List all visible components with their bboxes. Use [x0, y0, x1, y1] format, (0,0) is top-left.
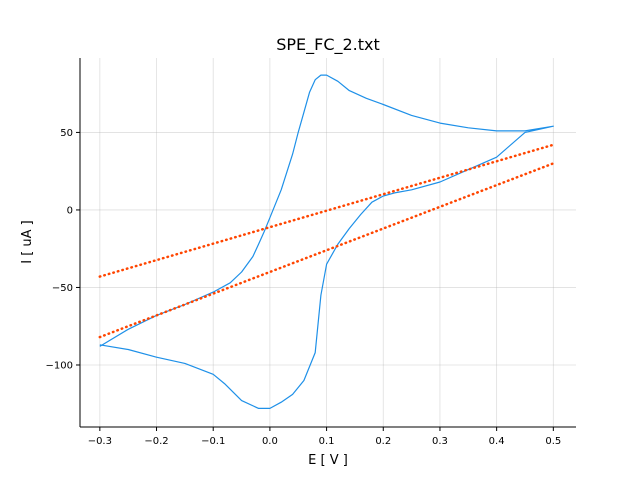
- x-tick-label: 0.2: [375, 436, 391, 447]
- series-layer: [98, 74, 555, 409]
- x-tick-label: −0.2: [144, 436, 168, 447]
- x-tick-label: 0.4: [489, 436, 505, 447]
- grid-layer: [80, 58, 576, 427]
- cv-curve-line: [99, 74, 554, 409]
- y-axis-label: I [ uA ]: [20, 220, 35, 264]
- x-tick-label: 0.0: [262, 436, 278, 447]
- y-tick-label: −50: [52, 283, 73, 294]
- chart-title: SPE_FC_2.txt: [276, 35, 380, 55]
- y-tick-label: −100: [46, 360, 73, 371]
- axes-layer: [79, 58, 576, 428]
- y-tick-label: 50: [60, 128, 73, 139]
- ticks-layer: −0.3 −0.2 −0.1 0.0 0.1 0.2 0.3 0.4 0.5 −100 −50 0 50: [46, 128, 562, 447]
- baseline-lower-line: [98, 162, 555, 339]
- x-tick-label: −0.1: [201, 436, 225, 447]
- y-tick-label: 0: [67, 205, 73, 216]
- x-axis-label: E [ V ]: [308, 453, 348, 468]
- x-tick-label: 0.3: [432, 436, 448, 447]
- x-tick-label: 0.1: [319, 436, 335, 447]
- x-tick-label: 0.5: [545, 436, 561, 447]
- baseline-upper-line: [98, 143, 555, 278]
- x-tick-label: −0.3: [88, 436, 112, 447]
